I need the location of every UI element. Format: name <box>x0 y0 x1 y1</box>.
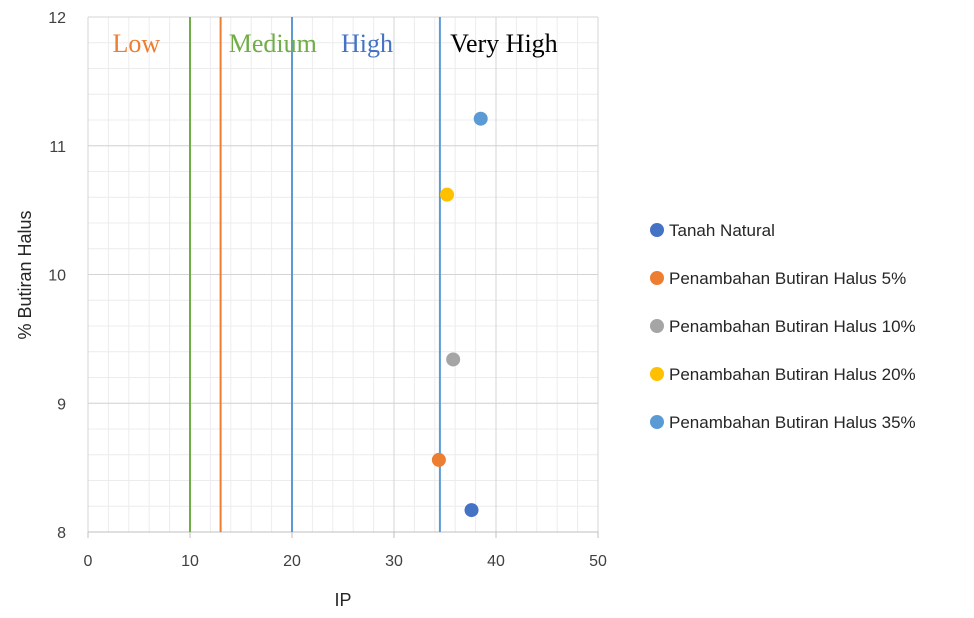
legend-label: Penambahan Butiran Halus 35% <box>669 413 916 432</box>
data-point <box>473 111 488 126</box>
y-axis-title: % Butiran Halus <box>15 210 35 339</box>
zone-label: Very High <box>450 29 558 58</box>
x-tick-label: 10 <box>181 553 199 570</box>
legend-label: Penambahan Butiran Halus 20% <box>669 365 916 384</box>
x-tick-label: 40 <box>487 553 505 570</box>
x-tick-label: 30 <box>385 553 403 570</box>
legend-label: Penambahan Butiran Halus 5% <box>669 269 906 288</box>
data-point <box>431 452 446 467</box>
data-point <box>464 503 479 518</box>
zone-label: Low <box>112 29 160 58</box>
legend-label: Penambahan Butiran Halus 10% <box>669 317 916 336</box>
data-point <box>440 187 455 202</box>
y-axis-ticks: 8 9 10 11 12 <box>48 10 66 542</box>
x-tick-label: 0 <box>84 553 93 570</box>
zone-boundary-lines <box>189 17 441 532</box>
y-tick-label: 8 <box>57 525 66 542</box>
legend-marker <box>650 271 664 285</box>
legend-marker <box>650 415 664 429</box>
zone-label: High <box>341 29 393 58</box>
x-tick-label: 20 <box>283 553 301 570</box>
data-points <box>431 111 488 518</box>
y-tick-label: 12 <box>48 10 66 27</box>
y-tick-label: 11 <box>49 139 66 156</box>
x-tick-label: 50 <box>589 553 607 570</box>
y-tick-label: 10 <box>48 268 66 285</box>
legend-marker <box>650 223 664 237</box>
legend: Tanah Natural Penambahan Butiran Halus 5%… <box>650 221 916 432</box>
legend-marker <box>650 319 664 333</box>
legend-marker <box>650 367 664 381</box>
y-tick-label: 9 <box>57 396 66 413</box>
x-axis-ticks: 0 10 20 30 40 50 <box>84 532 607 570</box>
x-axis-title: IP <box>334 590 351 610</box>
zone-labels: Low Medium High Very High <box>112 29 557 58</box>
data-point <box>446 352 461 367</box>
zone-label: Medium <box>229 29 317 58</box>
legend-label: Tanah Natural <box>669 221 775 240</box>
